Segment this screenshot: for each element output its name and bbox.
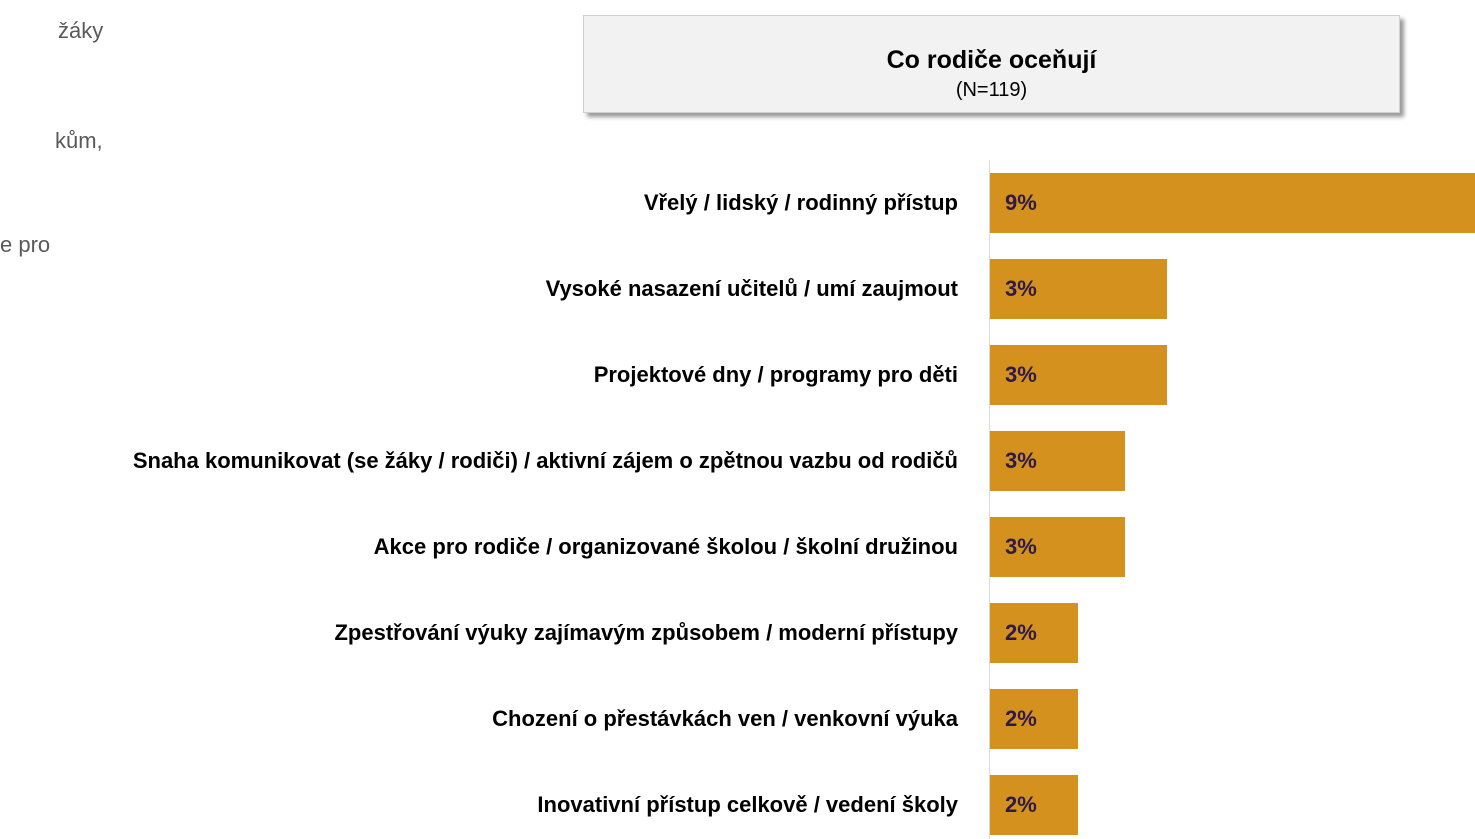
value-label: 2% — [1005, 706, 1037, 731]
value-label: 3% — [1005, 276, 1037, 301]
bar — [990, 431, 1126, 491]
bar — [990, 775, 1079, 835]
category-label: Chození o přestávkách ven / venkovní výu… — [492, 706, 958, 731]
category-label: Projektové dny / programy pro děti — [593, 362, 958, 387]
side-text: žáky — [58, 18, 104, 43]
side-text: e pro — [0, 232, 51, 257]
bar — [990, 603, 1079, 663]
value-label: 2% — [1005, 792, 1037, 817]
bar — [990, 517, 1126, 577]
category-label: Vřelý / lidský / rodinný přístup — [643, 190, 958, 215]
category-label: Zpestřování výuky zajímavým způsobem / m… — [334, 620, 958, 645]
axis-line — [989, 160, 990, 839]
bar — [990, 689, 1079, 749]
value-label: 2% — [1005, 620, 1037, 645]
chart-subtitle: (N=119) — [955, 79, 1028, 101]
category-label: Vysoké nasazení učitelů / umí zaujmout — [545, 276, 958, 301]
value-label: 3% — [1005, 448, 1037, 473]
value-label: 9% — [1005, 190, 1037, 215]
chart-title: Co rodiče oceňují — [886, 46, 1097, 74]
bar — [990, 173, 1475, 233]
category-label: Snaha komunikovat (se žáky / rodiči) / a… — [132, 448, 958, 473]
bar — [990, 259, 1167, 319]
value-label: 3% — [1005, 362, 1037, 387]
category-label: Akce pro rodiče / organizované školou / … — [373, 534, 958, 559]
value-label: 3% — [1005, 534, 1037, 559]
bar — [990, 345, 1167, 405]
title-box: Co rodiče oceňují (N=119) — [583, 15, 1400, 113]
category-label: Inovativní přístup celkově / vedení škol… — [537, 792, 958, 817]
side-text: kům, — [55, 128, 103, 153]
